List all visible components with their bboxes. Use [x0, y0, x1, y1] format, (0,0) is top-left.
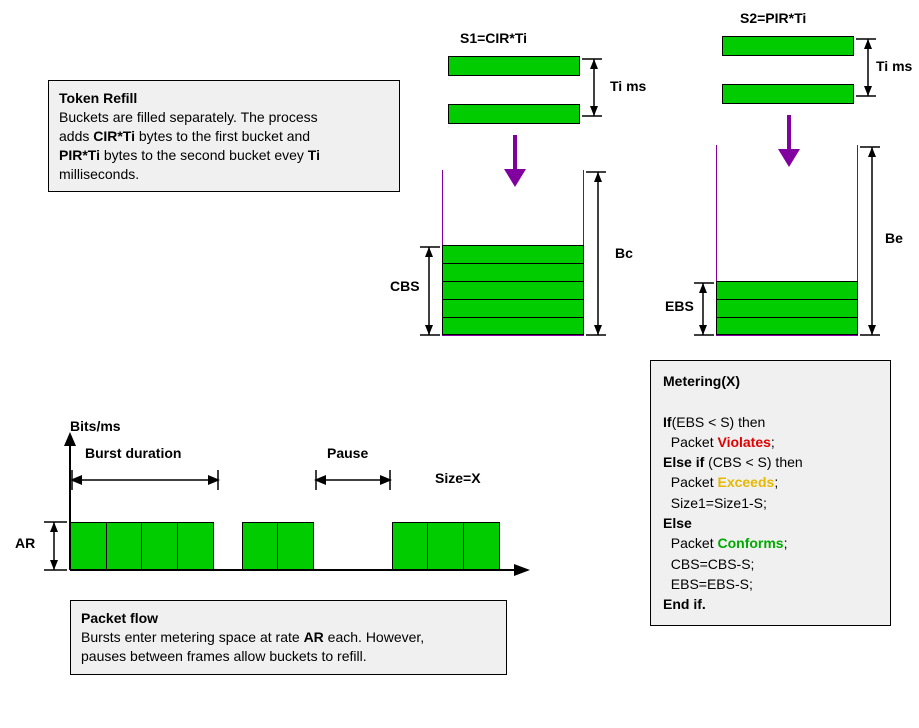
bucket2-fill — [716, 281, 858, 335]
metering-title: Metering(X) — [663, 373, 740, 389]
burst-block-3 — [392, 522, 500, 570]
bucket1-slab-top — [448, 56, 580, 76]
bucket1-fill — [442, 245, 584, 335]
pause-label: Pause — [327, 445, 368, 461]
pause-arrow — [314, 470, 392, 490]
bucket2-be-bracket — [860, 145, 910, 295]
ar-label: AR — [15, 535, 35, 551]
packet-flow-box: Packet flow Bursts enter metering space … — [70, 600, 507, 675]
packet-flow-title: Packet flow — [81, 610, 158, 626]
token-refill-title: Token Refill — [59, 90, 137, 106]
bucket1-ti-label: Ti ms — [610, 78, 646, 94]
bucket1-cbs-label: CBS — [390, 278, 420, 294]
s1-label: S1=CIR*Ti — [460, 30, 527, 46]
burst-duration-arrow — [70, 470, 220, 490]
token-refill-box: Token Refill Buckets are filled separate… — [48, 80, 400, 192]
bucket1-bc-label: Bc — [615, 245, 633, 261]
s2-label: S2=PIR*Ti — [740, 10, 806, 26]
burst-duration-label: Burst duration — [85, 445, 181, 461]
bucket2-ebs-label: EBS — [665, 298, 694, 314]
bucket2-slab-bot — [722, 84, 854, 104]
bucket2-slab-top — [722, 36, 854, 56]
ar-bracket — [32, 520, 72, 574]
burst-block-2 — [242, 522, 314, 570]
bucket1-slab-bot — [448, 104, 580, 124]
metering-box: Metering(X) If(EBS < S) then Packet Viol… — [650, 360, 891, 626]
bucket2-be-label: Be — [885, 230, 903, 246]
burst-block-1 — [70, 522, 214, 570]
size-x-label: Size=X — [435, 470, 481, 486]
bucket2-ti-label: Ti ms — [876, 58, 912, 74]
